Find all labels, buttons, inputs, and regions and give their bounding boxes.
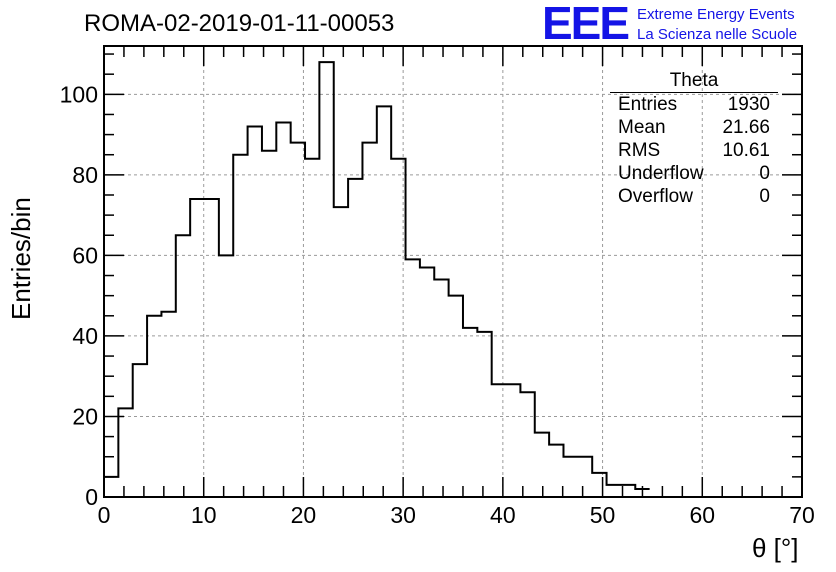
x-tick-label: 0	[98, 502, 111, 528]
stats-value: 21.66	[722, 117, 770, 138]
chart-title: ROMA-02-2019-01-11-00053	[84, 10, 395, 37]
histogram-series	[103, 61, 650, 497]
stats-key: Overflow	[618, 186, 693, 207]
x-tick-label: 20	[291, 502, 317, 528]
stats-title: Theta	[610, 70, 778, 93]
y-tick-label: 0	[85, 484, 98, 510]
x-tick-label: 60	[689, 502, 715, 528]
logo-subtitle-2: La Scienza nelle Scuole	[637, 26, 798, 43]
x-tick-label: 30	[390, 502, 416, 528]
stats-row-entries: Entries 1930	[610, 93, 778, 116]
x-tick-label: 70	[789, 502, 815, 528]
stats-value: 1930	[727, 94, 770, 115]
y-tick-label: 40	[72, 323, 98, 349]
x-tick-labels: 0 10 20 30 40 50 60 70	[98, 502, 815, 528]
stats-value: 0	[759, 163, 770, 184]
x-tick-label: 40	[490, 502, 516, 528]
y-axis-label: Entries/bin	[6, 197, 36, 320]
stats-value: 0	[759, 186, 770, 207]
stats-key: Entries	[618, 94, 678, 115]
stats-key: Mean	[618, 117, 666, 138]
stats-row-underflow: Underflow 0	[610, 162, 778, 185]
x-axis-label: θ [°]	[752, 533, 799, 563]
stats-row-rms: RMS 10.61	[610, 139, 778, 162]
stats-value: 10.61	[722, 140, 770, 161]
y-tick-label: 60	[72, 242, 98, 268]
y-tick-label: 80	[72, 162, 98, 188]
logo-subtitle-1: Extreme Energy Events	[637, 6, 795, 23]
eee-logo-mark: EEE	[542, 0, 630, 49]
stats-row-mean: Mean 21.66	[610, 116, 778, 139]
stats-key: RMS	[618, 140, 661, 161]
x-tick-label: 50	[590, 502, 616, 528]
plot-frame	[103, 45, 803, 498]
stats-row-overflow: Overflow 0	[610, 185, 778, 208]
y-tick-label: 100	[60, 81, 98, 107]
y-tick-labels: 0 20 40 60 80 100	[60, 81, 98, 510]
stats-box: Theta Entries 1930 Mean 21.66 RMS 10.61 …	[610, 70, 778, 208]
stats-key: Underflow	[618, 163, 704, 184]
y-tick-label: 20	[72, 403, 98, 429]
axis-ticks	[103, 46, 803, 498]
x-tick-label: 10	[191, 502, 217, 528]
